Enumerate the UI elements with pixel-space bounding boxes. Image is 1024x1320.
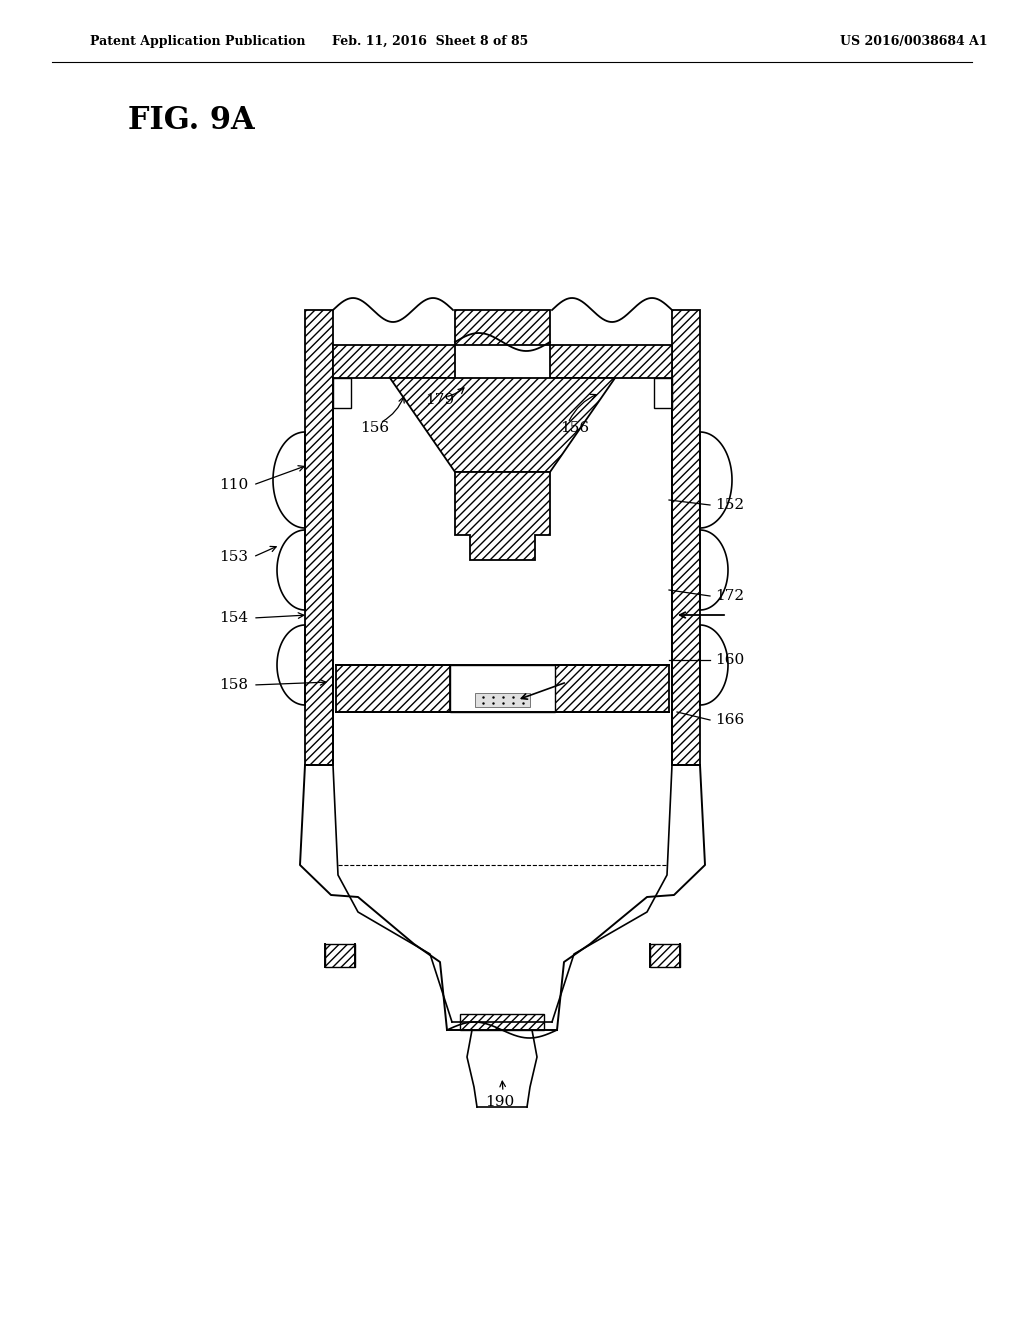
Bar — [333, 345, 455, 378]
Bar — [336, 665, 450, 711]
Text: US 2016/0038684 A1: US 2016/0038684 A1 — [840, 36, 987, 48]
Text: 190: 190 — [485, 1096, 515, 1109]
Bar — [305, 310, 333, 766]
Text: 156: 156 — [560, 421, 590, 436]
Polygon shape — [325, 944, 355, 968]
Text: 172: 172 — [715, 589, 744, 603]
Text: 158: 158 — [219, 678, 248, 692]
Text: 156: 156 — [360, 421, 389, 436]
Text: 179: 179 — [425, 393, 455, 407]
Text: 154: 154 — [219, 611, 248, 624]
Text: 160: 160 — [715, 653, 744, 667]
Polygon shape — [455, 473, 550, 560]
Bar — [654, 378, 672, 408]
Text: 153: 153 — [219, 550, 248, 564]
Bar — [555, 665, 669, 711]
Bar — [333, 378, 351, 408]
Text: Patent Application Publication: Patent Application Publication — [90, 36, 305, 48]
Bar — [450, 665, 555, 711]
Text: 166: 166 — [715, 713, 744, 727]
Text: 152: 152 — [715, 498, 744, 512]
Polygon shape — [390, 378, 615, 473]
Bar — [475, 693, 530, 708]
Text: FIG. 9A: FIG. 9A — [128, 106, 255, 136]
Bar — [550, 345, 672, 378]
Text: Feb. 11, 2016  Sheet 8 of 85: Feb. 11, 2016 Sheet 8 of 85 — [332, 36, 528, 48]
Text: 110: 110 — [219, 478, 248, 492]
Bar — [672, 310, 700, 766]
Bar — [455, 310, 550, 345]
Polygon shape — [460, 1014, 544, 1030]
Polygon shape — [650, 944, 680, 968]
